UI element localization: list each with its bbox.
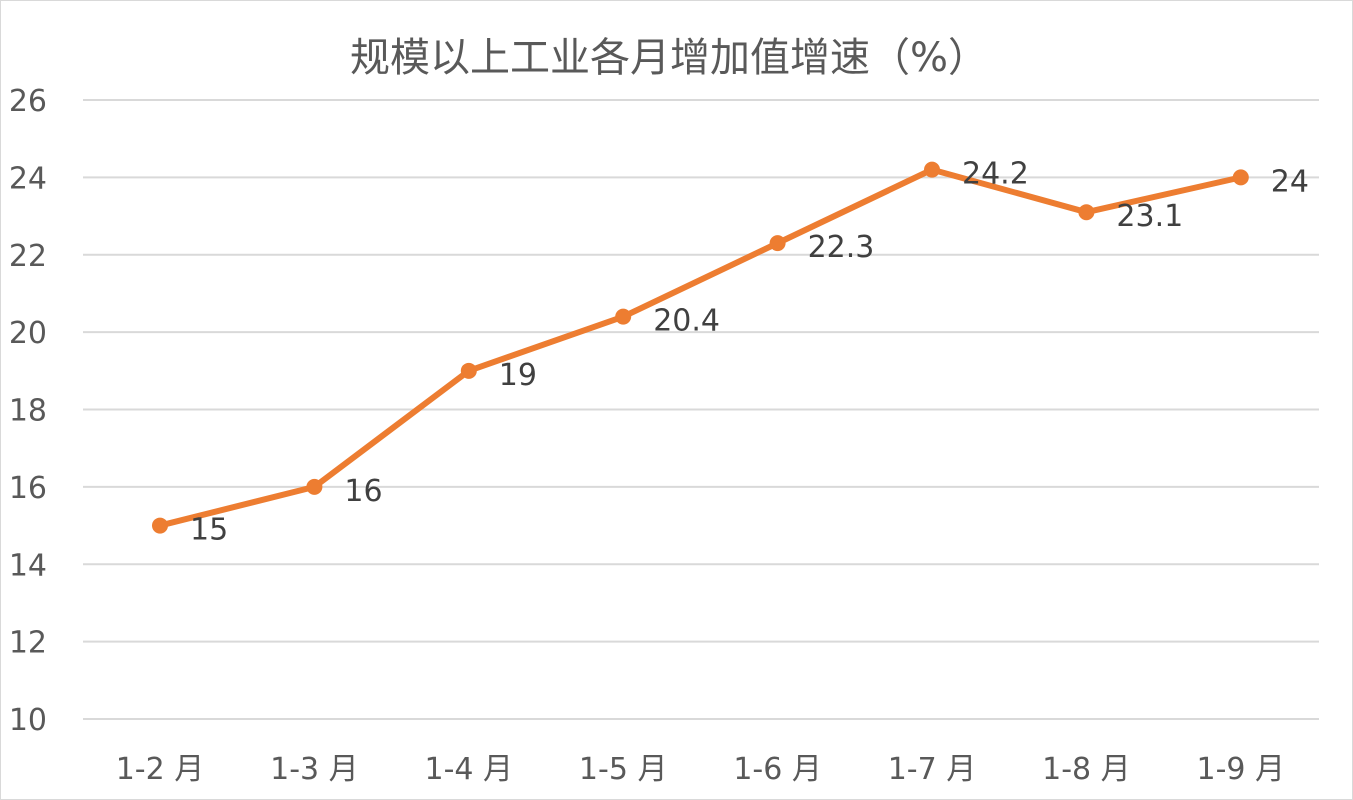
data-point <box>306 478 323 495</box>
data-point <box>460 362 477 379</box>
chart-title: 规模以上工业各月增加值增速（%） <box>350 35 988 81</box>
x-tick-label: 1-8 月 <box>1042 752 1131 787</box>
data-label: 15 <box>190 513 228 548</box>
y-tick-label: 24 <box>9 161 47 196</box>
x-tick-label: 1-3 月 <box>270 752 359 787</box>
x-axis-tick-labels: 1-2 月 1-3 月 1-4 月 1-5 月 1-6 月 1-7 月 1-8 月 1-9 月 <box>116 752 1285 787</box>
data-label: 20.4 <box>653 304 720 339</box>
data-point <box>924 161 940 178</box>
data-label: 24 <box>1271 164 1309 199</box>
y-tick-label: 16 <box>9 471 47 506</box>
data-label: 23.1 <box>1116 199 1183 234</box>
y-tick-label: 22 <box>9 239 47 274</box>
x-tick-label: 1-6 月 <box>733 752 822 787</box>
y-tick-label: 12 <box>9 626 47 661</box>
series-layer <box>152 161 1249 534</box>
y-tick-label: 18 <box>9 394 47 429</box>
x-tick-label: 1-2 月 <box>116 752 205 787</box>
data-point <box>152 517 168 534</box>
x-tick-label: 1-4 月 <box>425 752 514 787</box>
data-label: 24.2 <box>962 157 1029 192</box>
data-point <box>769 235 786 252</box>
y-tick-label: 10 <box>9 703 47 738</box>
x-tick-label: 1-9 月 <box>1197 752 1286 787</box>
x-tick-label: 1-7 月 <box>888 752 977 787</box>
gridlines <box>83 99 1319 720</box>
data-point <box>1232 169 1249 186</box>
y-tick-label: 26 <box>9 84 47 119</box>
data-point <box>1078 204 1095 221</box>
y-tick-label: 20 <box>9 316 47 351</box>
data-label: 19 <box>499 358 537 393</box>
series-line <box>157 166 1244 529</box>
y-tick-label: 14 <box>9 548 47 583</box>
data-label: 16 <box>344 474 382 509</box>
x-tick-label: 1-5 月 <box>579 752 668 787</box>
data-label: 22.3 <box>808 230 875 265</box>
data-point <box>615 308 632 325</box>
y-axis-tick-labels: 10 12 14 16 18 20 22 24 26 <box>9 84 47 738</box>
data-labels: 15 16 19 20.4 22.3 24.2 23.1 24 <box>190 157 1309 548</box>
